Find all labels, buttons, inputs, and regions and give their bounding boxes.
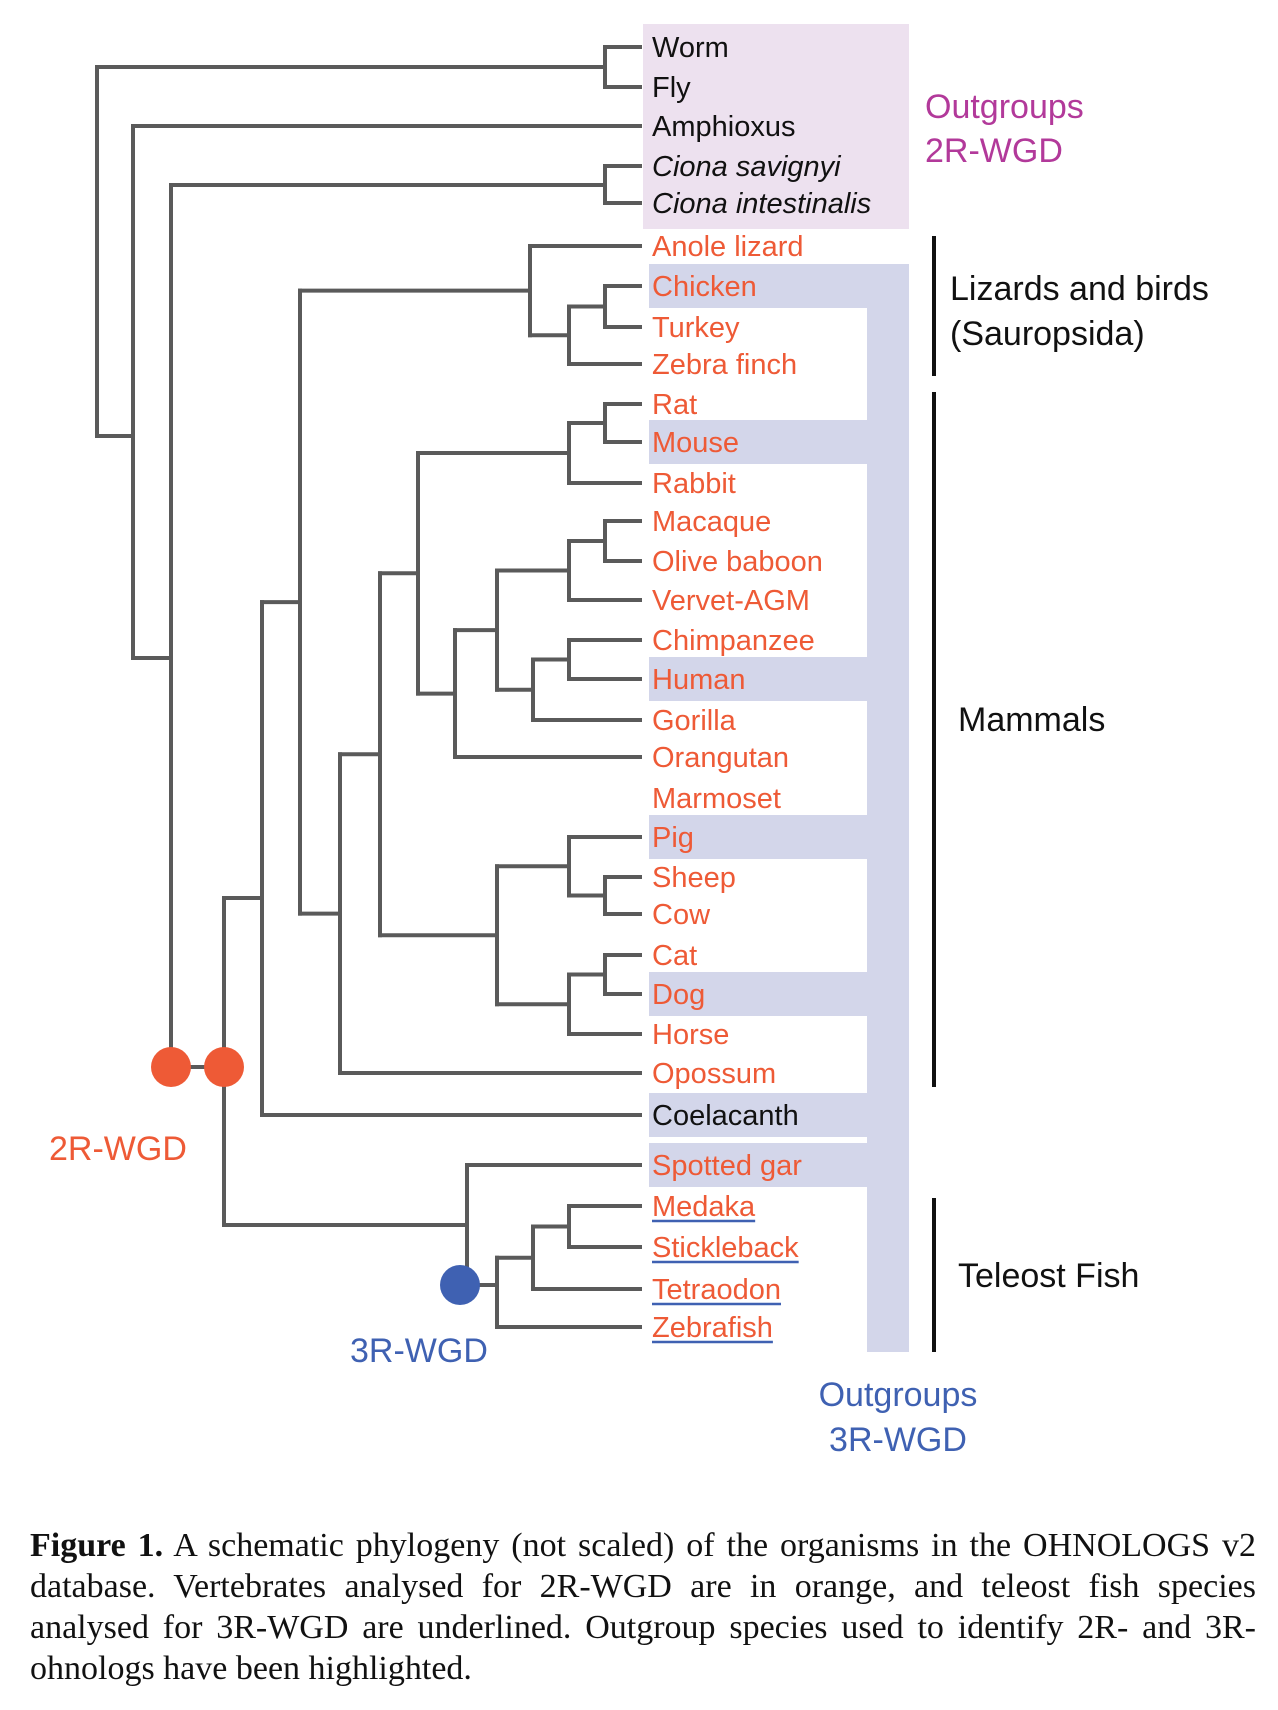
label-teleost: Teleost Fish — [958, 1257, 1139, 1295]
leaf-tetraodon: Tetraodon — [652, 1274, 781, 1306]
label-outgroups-3r-line2: 3R-WGD — [829, 1421, 967, 1459]
leaf-gorilla: Gorilla — [652, 705, 737, 737]
leaf-vervet-agm: Vervet-AGM — [652, 585, 810, 617]
label-mammals: Mammals — [958, 701, 1105, 739]
phylogeny-tree: Worm Fly Amphioxus Ciona savignyi Ciona inte… — [49, 24, 1209, 1459]
leaf-zebrafish: Zebrafish — [652, 1312, 773, 1344]
tree-branches — [95, 45, 642, 1329]
leaf-pig: Pig — [652, 822, 694, 854]
leaf-stickleback: Stickleback — [652, 1232, 799, 1264]
leaf-marmoset: Marmoset — [652, 783, 781, 815]
leaf-coelacanth: Coelacanth — [652, 1100, 799, 1132]
leaf-labels: Worm Fly Amphioxus Ciona savignyi Ciona inte… — [652, 32, 871, 1344]
leaf-orangutan: Orangutan — [652, 742, 789, 774]
leaf-amphioxus: Amphioxus — [652, 111, 795, 143]
leaf-cow: Cow — [652, 899, 711, 931]
outgroups-3r-box — [649, 264, 909, 1352]
leaf-medaka: Medaka — [652, 1191, 756, 1223]
label-outgroups-2r-line1: Outgroups — [925, 88, 1084, 126]
leaf-opossum: Opossum — [652, 1058, 776, 1090]
leaf-sheep: Sheep — [652, 862, 736, 894]
label-2r-wgd: 2R-WGD — [49, 1130, 187, 1168]
leaf-horse: Horse — [652, 1019, 729, 1051]
leaf-ciona-savignyi: Ciona savignyi — [652, 151, 842, 183]
leaf-turkey: Turkey — [652, 312, 740, 344]
leaf-dog: Dog — [652, 979, 705, 1011]
leaf-chicken: Chicken — [652, 271, 757, 303]
caption-label: Figure 1. — [30, 1527, 164, 1564]
leaf-fly: Fly — [652, 72, 691, 104]
leaf-anole-lizard: Anole lizard — [652, 231, 804, 263]
label-outgroups-2r-line2: 2R-WGD — [925, 132, 1063, 170]
leaf-rabbit: Rabbit — [652, 468, 736, 500]
leaf-chimpanzee: Chimpanzee — [652, 625, 815, 657]
leaf-human: Human — [652, 664, 746, 696]
caption-text: A schematic phylogeny (not scaled) of th… — [30, 1527, 1257, 1687]
label-outgroups-3r-line1: Outgroups — [819, 1376, 978, 1414]
label-3r-wgd: 3R-WGD — [350, 1332, 488, 1370]
leaf-cat: Cat — [652, 940, 697, 972]
figure-caption: Figure 1. A schematic phylogeny (not sca… — [30, 1525, 1256, 1689]
outgroups-2r-box — [643, 24, 909, 229]
wgd-2r-event-2 — [204, 1047, 244, 1087]
leaf-mouse: Mouse — [652, 427, 739, 459]
leaf-spotted-gar: Spotted gar — [652, 1150, 802, 1182]
wgd-2r-event-1 — [151, 1047, 191, 1087]
leaf-worm: Worm — [652, 32, 729, 64]
wgd-3r-event — [440, 1265, 480, 1305]
label-sauropsida-line1: Lizards and birds — [950, 270, 1209, 308]
leaf-zebra-finch: Zebra finch — [652, 349, 797, 381]
label-sauropsida-line2: (Sauropsida) — [950, 315, 1145, 353]
leaf-olive-baboon: Olive baboon — [652, 546, 823, 578]
leaf-rat: Rat — [652, 389, 697, 421]
leaf-ciona-intestinalis: Ciona intestinalis — [652, 188, 871, 220]
leaf-macaque: Macaque — [652, 506, 771, 538]
